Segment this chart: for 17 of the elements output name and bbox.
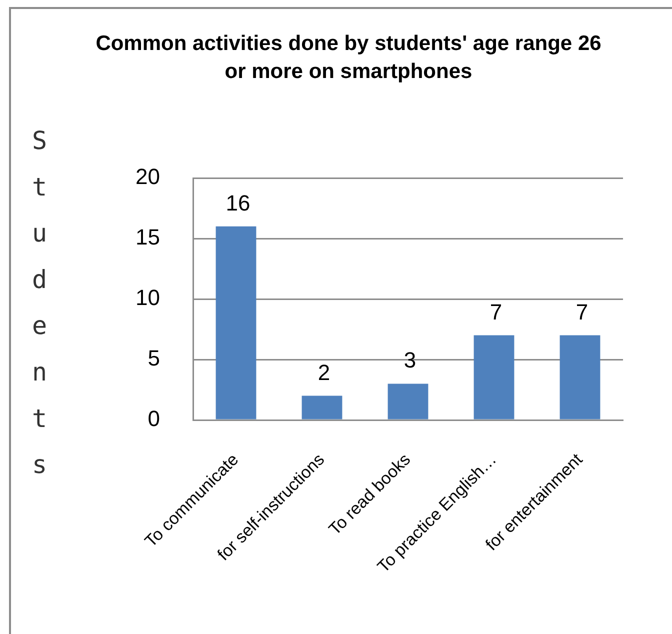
chart-title: Common activities done by students' age range 26 or more on smartphones bbox=[94, 31, 602, 85]
y-tick-label: 10 bbox=[136, 285, 160, 310]
data-label: 7 bbox=[576, 299, 588, 324]
y-tick-label: 0 bbox=[148, 406, 160, 432]
bar bbox=[388, 384, 428, 420]
data-label: 16 bbox=[226, 190, 250, 216]
data-label: 3 bbox=[404, 348, 416, 373]
y-tick-label: 15 bbox=[136, 224, 160, 250]
data-label: 2 bbox=[318, 360, 330, 385]
y-axis-title: Students bbox=[25, 126, 54, 496]
bar bbox=[216, 226, 256, 420]
bar bbox=[302, 396, 342, 420]
bar bbox=[474, 335, 514, 420]
y-tick-label: 5 bbox=[148, 346, 160, 371]
bar bbox=[560, 335, 600, 420]
y-tick-label: 20 bbox=[136, 164, 160, 190]
data-label: 7 bbox=[490, 299, 502, 324]
